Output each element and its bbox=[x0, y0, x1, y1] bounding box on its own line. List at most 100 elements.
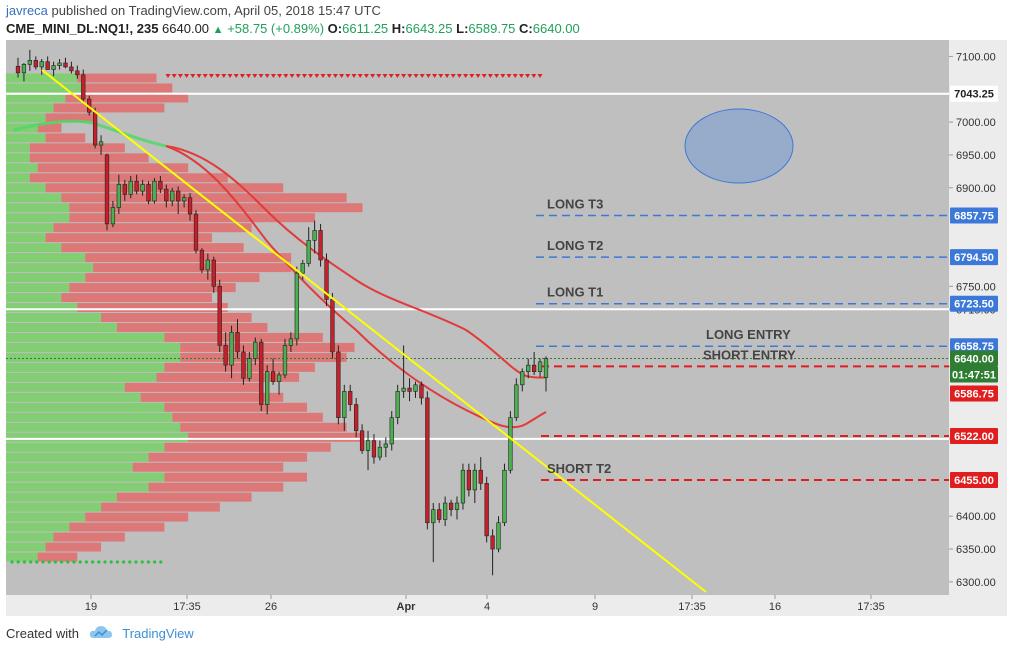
sell-marker bbox=[444, 74, 450, 78]
candle-body bbox=[514, 384, 519, 418]
sell-marker bbox=[270, 74, 276, 78]
vp-down-bar bbox=[164, 442, 331, 452]
candle-body bbox=[259, 341, 264, 405]
close-label: C: bbox=[519, 21, 533, 36]
sell-marker bbox=[165, 74, 171, 78]
vp-down-bar bbox=[85, 83, 173, 93]
vp-down-bar bbox=[29, 173, 228, 183]
candle-body bbox=[437, 509, 442, 520]
sell-marker bbox=[227, 74, 233, 78]
vp-down-bar bbox=[101, 502, 220, 512]
y-tick-label: 6400.00 bbox=[956, 511, 996, 523]
price-chart[interactable]: LONG T3 LONG T2 LONG T1 LONG ENTRY SHORT ENT… bbox=[6, 40, 1007, 616]
short-level-tag-bg bbox=[950, 385, 998, 402]
candle-body bbox=[306, 240, 311, 264]
vp-up-bar bbox=[6, 322, 117, 332]
vp-up-bar bbox=[6, 402, 165, 412]
sell-marker bbox=[475, 74, 481, 78]
symbol-name[interactable]: CME_MINI_DL:NQ1!, 235 bbox=[6, 21, 159, 36]
candle-body bbox=[69, 66, 74, 72]
candle-body bbox=[330, 299, 335, 353]
sell-marker bbox=[401, 74, 407, 78]
candle-body bbox=[312, 230, 317, 241]
long-level-tag-bg bbox=[950, 295, 998, 312]
candle-body bbox=[33, 60, 38, 68]
vp-down-bar bbox=[85, 253, 292, 263]
vp-up-bar bbox=[6, 303, 78, 313]
candle-body bbox=[63, 62, 68, 68]
published-text: published on TradingView.com, April 05, … bbox=[51, 3, 381, 18]
candle-body bbox=[75, 70, 80, 76]
buy-marker bbox=[60, 560, 64, 564]
vp-up-bar bbox=[6, 223, 54, 233]
chart-frame[interactable]: LONG T3 LONG T2 LONG T1 LONG ENTRY SHORT ENT… bbox=[6, 40, 1007, 616]
vp-down-bar bbox=[45, 542, 102, 552]
sell-marker bbox=[339, 74, 345, 78]
candle-body bbox=[92, 111, 98, 146]
buy-marker bbox=[72, 560, 76, 564]
candle-body bbox=[300, 263, 305, 274]
candle-body bbox=[235, 331, 240, 353]
sell-marker bbox=[252, 74, 258, 78]
vp-up-bar bbox=[6, 263, 94, 273]
sell-marker bbox=[481, 74, 487, 78]
descending-trendline[interactable] bbox=[41, 69, 707, 593]
buy-marker bbox=[97, 560, 101, 564]
candle-body bbox=[413, 384, 418, 392]
vp-up-bar bbox=[6, 243, 62, 253]
vp-down-bar bbox=[156, 372, 300, 382]
level-labels: LONG T3 LONG T2 LONG T1 LONG ENTRY SHORT ENT… bbox=[547, 197, 796, 477]
price-axis[interactable] bbox=[949, 40, 1007, 616]
candle-body bbox=[389, 417, 394, 445]
sell-marker bbox=[425, 74, 431, 78]
candle-body bbox=[288, 338, 294, 346]
sell-marker bbox=[463, 74, 469, 78]
candle-body bbox=[253, 341, 258, 359]
signal-markers bbox=[10, 74, 543, 564]
sell-marker bbox=[283, 74, 289, 78]
long-level-tag: 6794.50 bbox=[954, 252, 994, 264]
candle-body bbox=[140, 184, 145, 192]
sell-marker bbox=[376, 74, 382, 78]
vp-up-bar bbox=[6, 73, 78, 83]
low-label: L: bbox=[456, 21, 469, 36]
vp-up-bar bbox=[6, 492, 117, 502]
time-axis[interactable] bbox=[6, 595, 949, 616]
tradingview-link[interactable]: TradingView bbox=[122, 626, 194, 641]
candle-body bbox=[270, 371, 276, 382]
vp-up-bar bbox=[6, 512, 86, 522]
sell-marker bbox=[469, 74, 475, 78]
sell-marker bbox=[537, 74, 543, 78]
candle-body bbox=[39, 61, 44, 68]
vp-down-bar bbox=[53, 223, 252, 233]
vp-up-bar bbox=[6, 83, 86, 93]
sell-marker bbox=[419, 74, 425, 78]
price-change: +58.75 (+0.89%) bbox=[227, 21, 325, 36]
close-value: 6640.00 bbox=[532, 21, 580, 36]
sell-marker bbox=[320, 74, 326, 78]
short-level-tag: 6522.00 bbox=[954, 431, 994, 443]
buy-marker bbox=[16, 560, 20, 564]
candle-body bbox=[508, 417, 513, 471]
buy-marker bbox=[128, 560, 132, 564]
candle-body bbox=[193, 213, 199, 251]
vp-up-bar bbox=[6, 472, 165, 482]
candle-body bbox=[419, 384, 424, 399]
candle-body bbox=[98, 141, 104, 146]
vp-down-bar bbox=[180, 352, 347, 362]
high-value: 6643.25 bbox=[405, 21, 453, 36]
sell-marker bbox=[301, 74, 307, 78]
vp-up-bar bbox=[6, 113, 46, 123]
vp-up-bar bbox=[6, 93, 66, 103]
candle-body bbox=[27, 60, 33, 65]
sell-marker bbox=[512, 74, 518, 78]
candle-body bbox=[170, 190, 175, 202]
low-value: 6589.75 bbox=[468, 21, 516, 36]
time-axis-ticks: 19 17:35 26 Apr 4 9 17:35 16 17:35 bbox=[85, 595, 885, 613]
candle-body bbox=[526, 364, 531, 372]
candle-body bbox=[181, 197, 187, 202]
author-link[interactable]: javreca bbox=[6, 3, 48, 18]
buy-marker bbox=[41, 560, 45, 564]
level-label: SHORT T2 bbox=[547, 461, 611, 476]
vp-up-bar bbox=[6, 352, 181, 362]
